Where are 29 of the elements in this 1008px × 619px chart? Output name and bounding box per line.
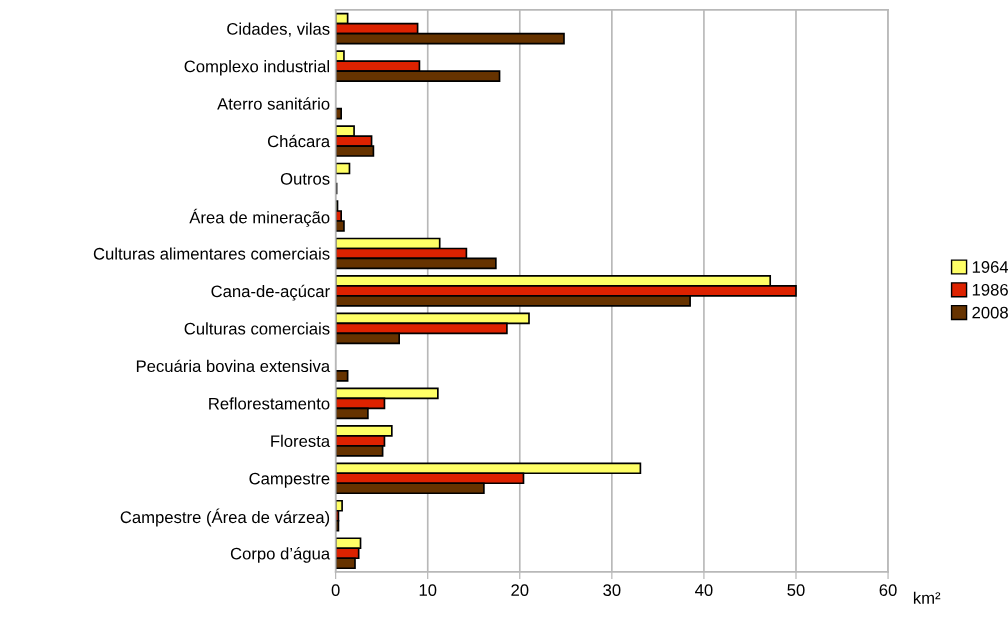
- x-axis-title: km²: [913, 591, 941, 604]
- bar: [335, 107, 343, 120]
- y-tick-label: Floresta: [271, 434, 331, 448]
- y-tick-label: Culturas alimentares comerciais: [93, 247, 330, 260]
- legend-label: 1986: [972, 283, 1008, 296]
- y-tick-label: Área de mineração: [189, 208, 330, 227]
- y-tick-label: Reflorestamento: [209, 397, 330, 410]
- y-tick-label: Chácara: [267, 134, 331, 148]
- x-tick-label: 40: [695, 584, 713, 596]
- y-tick-label: Campestre: [249, 472, 330, 488]
- legend-label: 2008: [972, 306, 1008, 319]
- y-tick-label: Culturas comerciais: [184, 322, 330, 335]
- y-tick-label: Aterro sanitário: [217, 97, 330, 110]
- x-tick-label: 30: [603, 584, 621, 596]
- x-tick-label: 60: [879, 584, 897, 596]
- y-tick-label: Pecuária bovina extensiva: [136, 359, 331, 373]
- y-tick-label: Cana-de-açúcar: [211, 284, 330, 301]
- x-tick-label: 20: [511, 584, 529, 596]
- y-tick-label: Corpo d’água: [230, 547, 331, 563]
- legend-label: 1964: [972, 261, 1008, 273]
- y-tick-label: Campestre (Área de várzea): [120, 508, 330, 527]
- y-tick-label: Cidades, vilas: [227, 22, 330, 37]
- x-tick-label: 50: [787, 584, 805, 596]
- x-tick-label: 0: [331, 584, 340, 596]
- y-tick-label: Complexo industrial: [184, 60, 329, 76]
- bar: [335, 370, 349, 382]
- x-tick-label: 10: [419, 584, 437, 596]
- bar: [335, 162, 351, 175]
- y-tick-label: Outros: [280, 172, 330, 185]
